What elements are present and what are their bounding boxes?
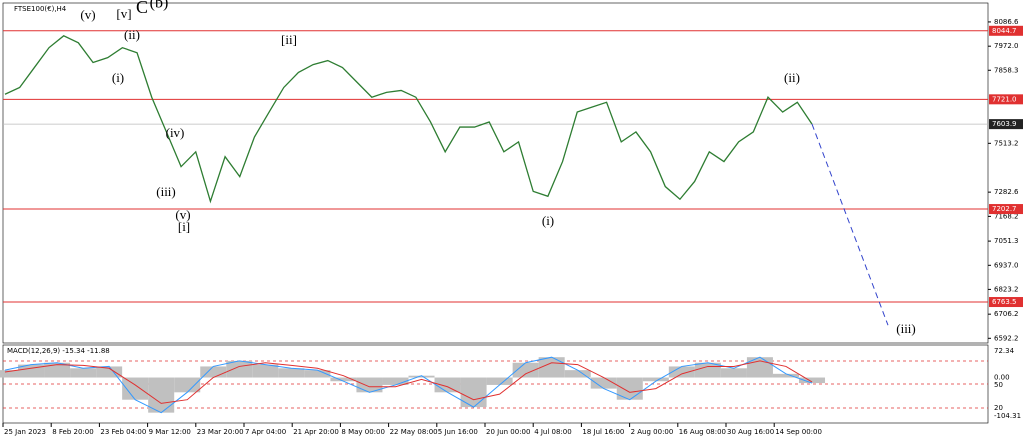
wave-label: C — [136, 0, 148, 17]
wave-label: [ii] — [281, 32, 297, 47]
projection-line — [811, 123, 889, 326]
y-tick-label: 6706.2 — [994, 310, 1019, 318]
signal-line — [4, 360, 813, 404]
wave-label: (ii) — [784, 70, 800, 85]
wave-label: [v] — [116, 6, 131, 21]
y-tick-label: 7051.3 — [994, 237, 1019, 245]
level-box — [989, 204, 1023, 215]
x-tick-label: 18 Jul 16:00 — [582, 428, 624, 436]
x-tick-label: 23 Feb 04:00 — [100, 428, 146, 436]
macd-tick-label: 72.34 — [994, 347, 1015, 355]
x-tick-label: 23 Mar 20:00 — [197, 428, 244, 436]
macd-tick-label: -104.31 — [994, 412, 1021, 420]
level-label: 7721.0 — [992, 95, 1017, 103]
level-box — [989, 94, 1023, 105]
wave-label: (b) — [150, 0, 169, 12]
x-tick-label: 8 May 00:00 — [341, 428, 385, 436]
macd-bar — [226, 360, 253, 378]
wave-label: (iii) — [156, 184, 176, 199]
level-box — [989, 297, 1023, 308]
macd-bar — [460, 377, 487, 408]
macd-line — [4, 356, 813, 414]
macd-bar — [408, 375, 435, 378]
macd-bar — [70, 368, 97, 378]
macd-tick-label: 0.00 — [994, 374, 1010, 382]
macd-bar — [122, 377, 149, 400]
wave-label: (i) — [112, 70, 124, 85]
macd-bar — [772, 373, 799, 378]
y-tick-label: 7168.2 — [994, 212, 1019, 220]
x-tick-label: 25 Jan 2023 — [4, 428, 46, 436]
macd-level-label: 50 — [994, 381, 1003, 389]
wave-label: (iii) — [896, 321, 916, 336]
macd-bar — [44, 362, 71, 378]
level-box — [989, 25, 1023, 36]
x-tick-label: 2 Aug 00:00 — [631, 428, 674, 436]
macd-bar — [720, 368, 747, 378]
macd-bar — [616, 377, 643, 400]
macd-bar — [252, 364, 279, 378]
y-tick-label: 7972.0 — [994, 42, 1019, 50]
level-label: 8044.7 — [992, 27, 1017, 35]
x-tick-label: 5 Jun 16:00 — [438, 428, 478, 436]
macd-bar — [148, 377, 175, 413]
macd-bar — [382, 377, 409, 385]
y-tick-label: 6592.2 — [994, 334, 1019, 342]
x-tick-label: 9 Mar 12:00 — [149, 428, 191, 436]
x-tick-label: 20 Jun 00:00 — [486, 428, 530, 436]
y-tick-label: 6937.0 — [994, 261, 1019, 269]
y-tick-label: 7282.6 — [994, 188, 1019, 196]
price-line — [4, 35, 813, 204]
macd-bar — [96, 366, 123, 378]
wave-label: (i) — [542, 213, 554, 228]
level-label: 7202.7 — [992, 205, 1017, 213]
current-price-box — [989, 119, 1023, 130]
macd-bar — [746, 357, 773, 378]
x-tick-label: 30 Aug 16:00 — [727, 428, 774, 436]
current-price-label: 7603.9 — [992, 120, 1017, 128]
x-tick-label: 14 Sep 00:00 — [775, 428, 822, 436]
x-tick-label: 4 Jul 08:00 — [534, 428, 572, 436]
macd-label: MACD(12,26,9) -15.34 -11.88 — [7, 347, 110, 355]
macd-bar — [642, 377, 669, 382]
macd-bar — [512, 362, 539, 378]
macd-bar — [304, 370, 331, 378]
y-tick-label: 8086.6 — [994, 18, 1019, 26]
wave-label: [i] — [178, 219, 190, 234]
macd-bar — [200, 366, 227, 378]
x-tick-label: 7 Apr 04:00 — [245, 428, 286, 436]
x-tick-label: 21 Apr 20:00 — [293, 428, 339, 436]
macd-bar — [434, 377, 461, 393]
chart-title: FTSE100(€),H4 — [14, 5, 67, 13]
level-label: 6763.5 — [992, 298, 1017, 306]
macd-bar — [668, 366, 695, 378]
x-tick-label: 16 Aug 08:00 — [679, 428, 726, 436]
wave-label: (iv) — [166, 125, 185, 140]
macd-bar — [564, 370, 591, 378]
macd-bar — [278, 368, 305, 378]
macd-bar — [538, 357, 565, 378]
macd-bar — [356, 377, 383, 393]
macd-bar — [590, 377, 617, 389]
y-tick-label: 6823.2 — [994, 285, 1019, 293]
x-tick-label: 22 May 08:00 — [390, 428, 438, 436]
wave-label: (ii) — [124, 27, 140, 42]
main-panel — [2, 2, 989, 344]
macd-bar — [174, 377, 201, 393]
macd-bar — [486, 377, 513, 385]
wave-label: (v) — [80, 7, 95, 22]
macd-bar — [0, 370, 19, 378]
macd-bar — [330, 377, 357, 382]
y-tick-label: 7858.3 — [994, 66, 1019, 74]
y-tick-label: 7513.2 — [994, 139, 1019, 147]
x-tick-label: 8 Feb 20:00 — [52, 428, 93, 436]
wave-label: (v) — [175, 207, 190, 222]
macd-level-label: 20 — [994, 404, 1003, 412]
macd-bar — [798, 377, 826, 384]
